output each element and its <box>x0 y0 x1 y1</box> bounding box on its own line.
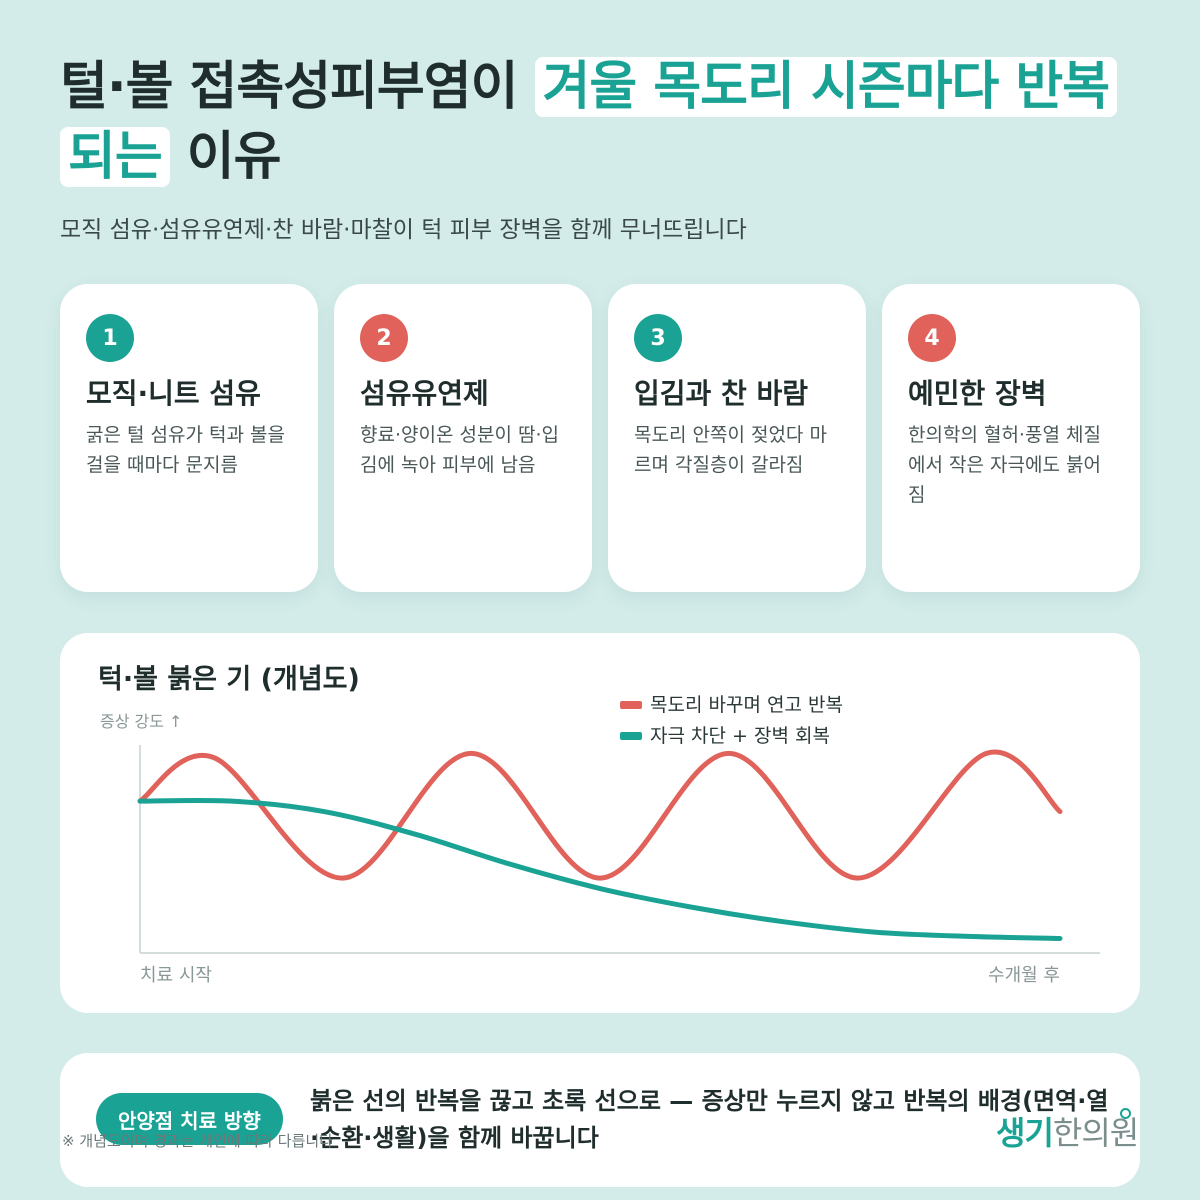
legend-swatch-red <box>620 701 642 709</box>
treatment-message: 붉은 선의 반복을 끊고 초록 선으로 — 증상만 누르지 않고 반복의 배경(… <box>310 1087 1109 1152</box>
legend-swatch-teal <box>620 732 642 740</box>
title-suffix: 이유 <box>169 127 282 187</box>
concept-line-chart: 증상 강도 ↑ 치료 시작 수개월 후 목도리 바꾸며 연고 반복 자극 차단 … <box>100 694 1100 986</box>
logo-soft-text: 한의원 <box>1052 1114 1139 1152</box>
legend-label-red: 목도리 바꾸며 연고 반복 <box>650 694 843 716</box>
card-body: 굵은 털 섬유가 턱과 볼을 걸을 때마다 문지름 <box>86 424 285 476</box>
card-title: 입김과 찬 바람 <box>634 377 809 410</box>
card-body: 목도리 안쪽이 젖었다 마르며 각질층이 갈라짐 <box>634 424 827 476</box>
card-title: 모직·니트 섬유 <box>86 377 261 410</box>
clinic-badge: 안양점 치료 방향 <box>96 1093 283 1145</box>
card-title: 예민한 장벽 <box>908 377 1047 410</box>
cause-card-4: 4 예민한 장벽 한의학의 혈허·풍열 체질에서 작은 자극에도 붉어짐 <box>882 284 1140 592</box>
card-title: 섬유유연제 <box>360 377 489 410</box>
series-line-recovery <box>137 797 1063 941</box>
number-badge: 4 <box>908 314 956 362</box>
card-body: 한의학의 혈허·풍열 체질에서 작은 자극에도 붉어짐 <box>908 424 1101 506</box>
cause-card-1: 1 모직·니트 섬유 굵은 털 섬유가 턱과 볼을 걸을 때마다 문지름 <box>60 284 318 592</box>
cause-card-2: 2 섬유유연제 향료·양이온 성분이 땀·입김에 녹아 피부에 남음 <box>334 284 592 592</box>
disclaimer-note: ※ 개념도이며 경과는 개인에 따라 다릅니다 <box>62 1132 334 1150</box>
page-subtitle: 모직 섬유·섬유유연제·찬 바람·마찰이 턱 피부 장벽을 함께 무너뜨립니다 <box>60 217 747 243</box>
number-badge: 3 <box>634 314 682 362</box>
cause-cards: 1 모직·니트 섬유 굵은 털 섬유가 턱과 볼을 걸을 때마다 문지름 2 섬… <box>60 284 1140 592</box>
title-prefix: 털·볼 접촉성피부염이 <box>60 57 535 117</box>
x-tick-label-start: 치료 시작 <box>140 965 212 986</box>
page-title: 털·볼 접촉성피부염이 겨울 목도리 시즌마다 반복되는 이유 <box>60 52 1140 192</box>
cause-card-3: 3 입김과 찬 바람 목도리 안쪽이 젖었다 마르며 각질층이 갈라짐 <box>608 284 866 592</box>
number-badge: 1 <box>86 314 134 362</box>
number-badge: 2 <box>360 314 408 362</box>
chart-legend: 목도리 바꾸며 연고 반복 자극 차단 + 장벽 회복 <box>620 694 843 747</box>
clinic-logo: 생기한의원 <box>996 1108 1139 1154</box>
logo-dot-icon <box>1120 1108 1131 1119</box>
legend-label-teal: 자극 차단 + 장벽 회복 <box>650 725 830 747</box>
chart-panel: 턱·볼 붉은 기 (개념도) 증상 강도 ↑ 치료 시작 수개월 후 목도리 바… <box>60 633 1140 1013</box>
series-line-repeat <box>137 749 1063 881</box>
logo-main-text: 생기 <box>996 1114 1054 1152</box>
y-axis-label: 증상 강도 ↑ <box>100 712 182 731</box>
treatment-panel: 안양점 치료 방향 붉은 선의 반복을 끊고 초록 선으로 — 증상만 누르지 … <box>60 1053 1140 1187</box>
x-tick-label-end: 수개월 후 <box>988 965 1060 986</box>
chart-title: 턱·볼 붉은 기 (개념도) <box>98 664 360 695</box>
card-body: 향료·양이온 성분이 땀·입김에 녹아 피부에 남음 <box>360 424 559 476</box>
